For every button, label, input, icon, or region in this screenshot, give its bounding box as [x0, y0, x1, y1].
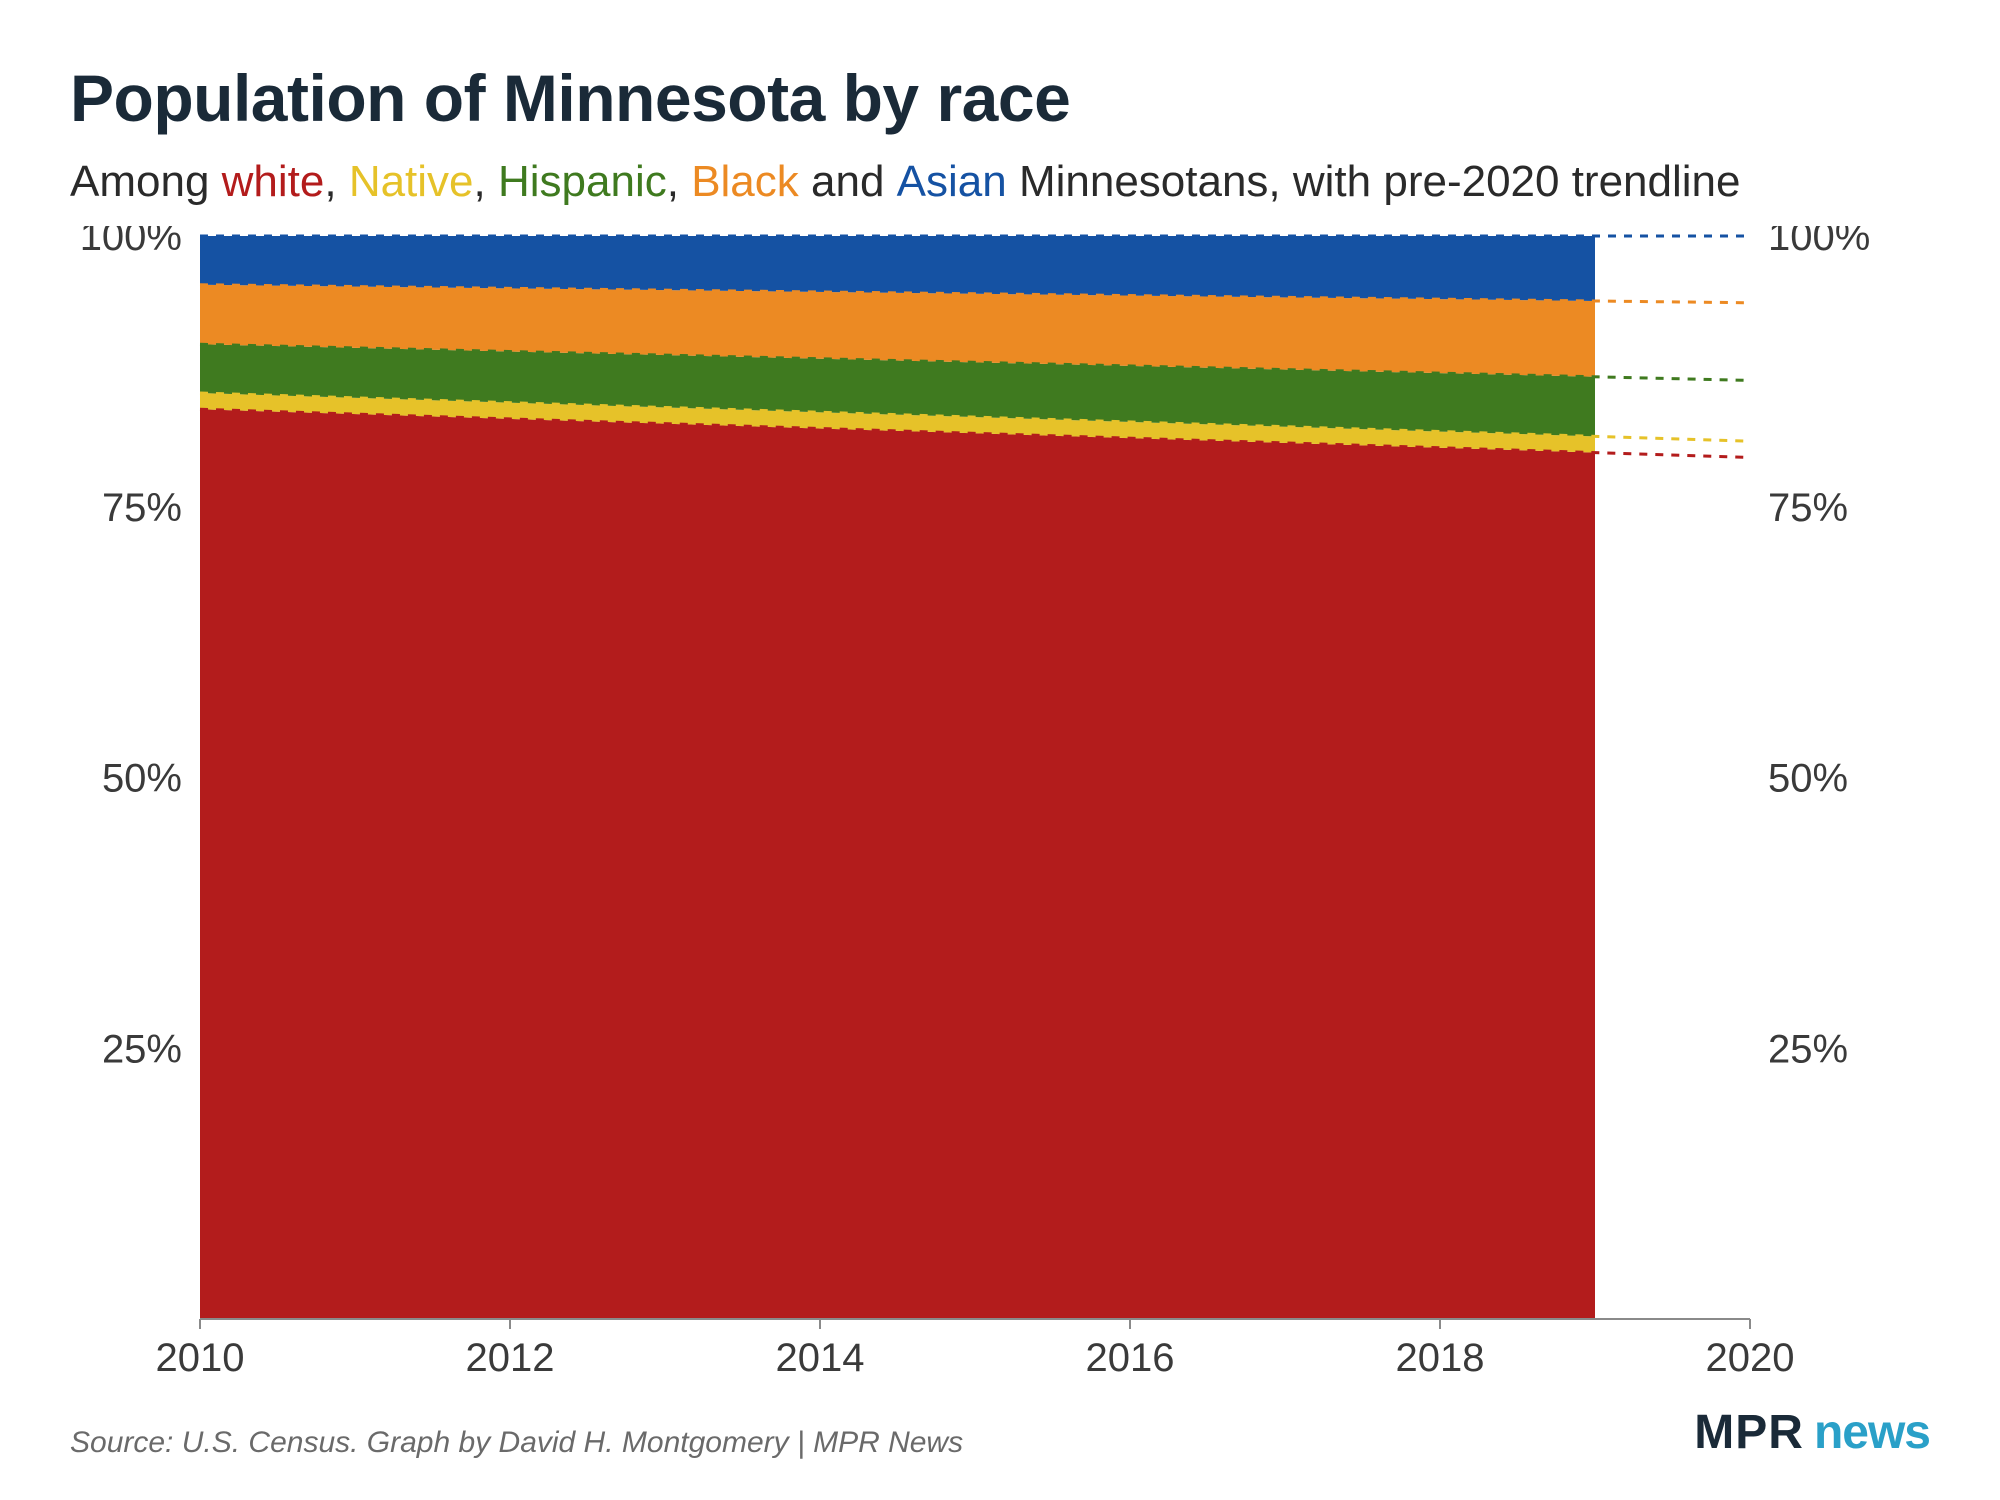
legend-word-native: Native [349, 157, 474, 206]
y-tick-label-right: 100% [1768, 226, 1870, 259]
legend-word-white: white [222, 157, 325, 206]
chart-subtitle: Among white, Native, Hispanic, Black and… [70, 154, 1930, 210]
x-tick-label: 2020 [1706, 1336, 1795, 1380]
brand-logo: MPR news [1694, 1405, 1930, 1460]
x-tick-label: 2016 [1086, 1336, 1175, 1380]
y-tick-label-left: 75% [102, 486, 182, 530]
chart-container: 2010 2012 2014 2016 2018 2020 25% 50% 75% 100% 25%… [70, 226, 1930, 1389]
legend-word-asian: Asian [897, 157, 1007, 206]
chart-title: Population of Minnesota by race [70, 60, 1930, 136]
logo-mpr: MPR [1694, 1405, 1804, 1460]
logo-news: news [1814, 1405, 1930, 1460]
y-tick-label-right: 75% [1768, 486, 1848, 530]
x-tick-label: 2012 [466, 1336, 555, 1380]
x-tick-label: 2010 [156, 1336, 245, 1380]
legend-word-hispanic: Hispanic [498, 157, 667, 206]
y-tick-label-right: 25% [1768, 1028, 1848, 1072]
y-tick-label-right: 50% [1768, 757, 1848, 801]
y-tick-label-left: 50% [102, 757, 182, 801]
source-caption: Source: U.S. Census. Graph by David H. M… [70, 1426, 963, 1460]
x-tick-label: 2014 [776, 1336, 865, 1380]
area-white [200, 410, 1595, 1320]
y-tick-label-left: 100% [80, 226, 182, 259]
x-tick-label: 2018 [1396, 1336, 1485, 1380]
legend-word-black: Black [691, 157, 799, 206]
stacked-area-chart: 2010 2012 2014 2016 2018 2020 25% 50% 75% 100% 25%… [70, 226, 1930, 1389]
y-tick-label-left: 25% [102, 1028, 182, 1072]
